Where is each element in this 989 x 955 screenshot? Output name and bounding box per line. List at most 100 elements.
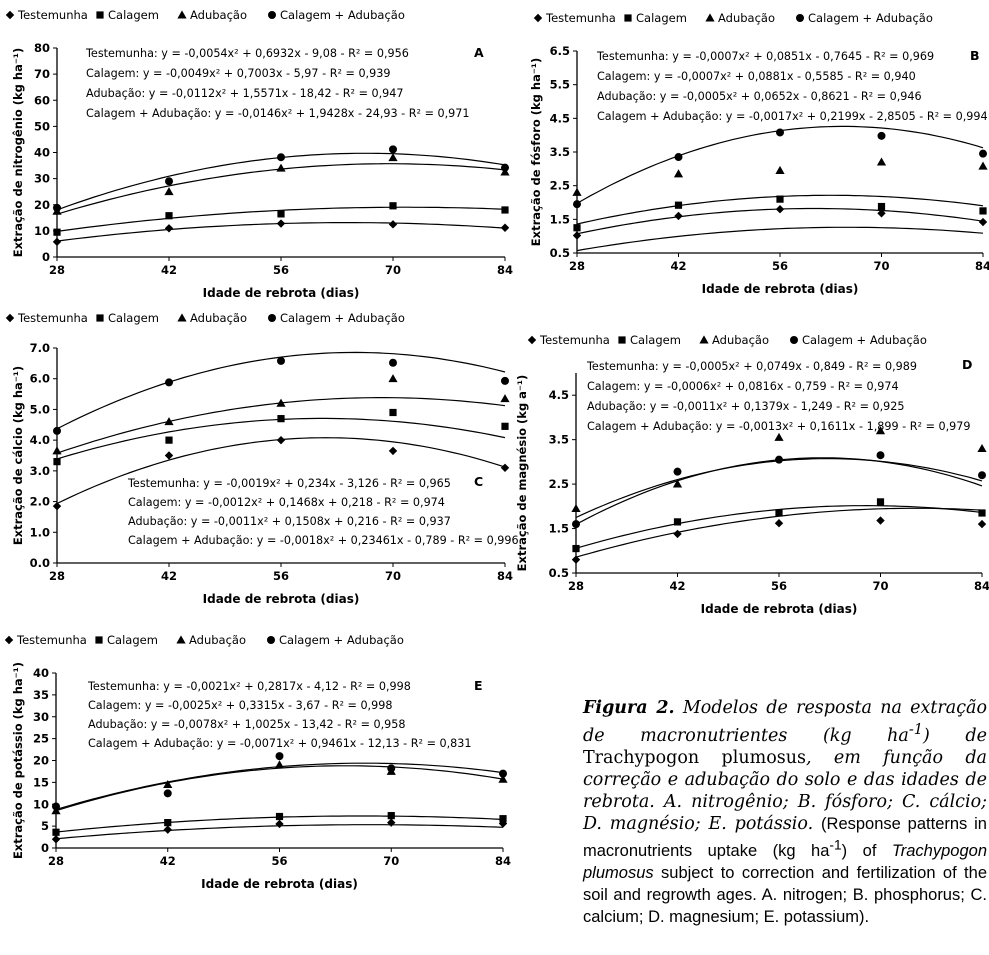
panel-letter: A (474, 45, 484, 60)
data-point-calagem-adubacao (876, 451, 885, 460)
legend-marker-adubacao (699, 335, 709, 344)
y-tick-label: 30 (34, 172, 50, 186)
data-point-adubacao (276, 398, 286, 407)
data-point-testemunha (978, 217, 988, 227)
legend-label-calagem-adubacao: Calagem + Adubação (279, 633, 404, 647)
data-point-testemunha (673, 529, 682, 539)
y-tick-label: 10 (34, 224, 50, 238)
data-point-calagem (674, 201, 683, 209)
chart-panel-e: 0 5 10 15 20 25 30 35 40 28 42 56 70 84 Idade de rebro… (4, 633, 511, 891)
y-tick-label: 3.0 (30, 464, 50, 478)
data-point-calagem (387, 812, 395, 820)
x-tick-label: 70 (872, 579, 888, 593)
equation-calagem-adubacao: Calagem + Adubação: y = -0,0146x² + 1,94… (86, 107, 470, 120)
x-tick-label: 84 (495, 854, 511, 868)
data-point-calagem-adubacao (53, 203, 61, 212)
data-point-testemunha (276, 435, 286, 445)
equation-testemunha: Testemunha: y = -0,0007x² + 0,0851x - 0,… (596, 50, 934, 63)
data-point-adubacao (163, 779, 173, 789)
y-tick-label: 60 (34, 93, 50, 107)
data-point-calagem (673, 518, 682, 526)
data-point-calagem-adubacao (52, 802, 60, 811)
legend-marker-testemunha (533, 13, 543, 23)
y-tick-label: 25 (33, 732, 49, 746)
data-point-calagem (53, 458, 61, 466)
data-point-calagem (877, 202, 886, 211)
data-point-testemunha (977, 519, 987, 529)
legend-marker-adubacao (705, 13, 715, 22)
data-point-calagem-adubacao (165, 378, 173, 387)
y-axis-label: Extração de magnésio (kg a⁻¹) (515, 375, 529, 572)
x-tick-label: 56 (772, 259, 788, 273)
y-tick-label: 7.0 (30, 341, 50, 355)
data-point-calagem-adubacao (277, 153, 285, 162)
y-tick-label: 40 (34, 146, 50, 160)
y-tick-label: 4.0 (30, 433, 50, 447)
data-point-calagem (389, 408, 397, 417)
y-axis-label: Extração de nitrogênio (kg ha⁻¹) (11, 48, 25, 257)
y-axis-label: Extração de cálcio (kg ha⁻¹) (11, 366, 25, 545)
data-point-calagem-adubacao (165, 177, 173, 186)
x-tick-label: 70 (385, 263, 401, 277)
legend-marker-calagem-adubacao (790, 336, 798, 344)
legend-label-calagem-adubacao: Calagem + Adubação (802, 333, 927, 347)
y-tick-label: 2.5 (550, 179, 570, 193)
legend-label-adubacao: Adubação (712, 333, 769, 347)
x-tick-label: 42 (161, 263, 177, 277)
data-point-testemunha (571, 555, 581, 564)
legend-marker-calagem (624, 14, 632, 22)
equation-calagem-adubacao: Calagem + Adubação: y = -0,0018x² + 0,23… (128, 534, 519, 547)
y-tick-label: 0.5 (550, 246, 570, 260)
data-point-adubacao (672, 479, 683, 488)
x-tick-label: 84 (974, 579, 989, 593)
caption-text-mid: ) de (923, 725, 987, 746)
trendline-adubacao (576, 226, 984, 252)
equation-testemunha: Testemunha: y = -0,0021x² + 0,2817x - 4,… (87, 680, 411, 693)
data-point-testemunha (775, 205, 785, 214)
y-tick-label: 20 (33, 754, 49, 768)
equation-testemunha: Testemunha: y = -0,0054x² + 0,6932x - 9,… (85, 47, 409, 60)
data-point-adubacao (775, 165, 785, 174)
data-point-calagem (165, 212, 173, 220)
data-point-testemunha (164, 451, 174, 460)
legend-label-testemunha: Testemunha (17, 311, 88, 325)
equation-calagem: Calagem: y = -0,0049x² + 0,7003x - 5,97 … (86, 67, 390, 80)
equation-adubacao: Adubação: y = -0,0112x² + 1,5571x - 18,4… (86, 87, 404, 100)
x-tick-label: 56 (273, 569, 289, 583)
data-point-calagem (277, 415, 285, 423)
data-point-calagem-adubacao (163, 789, 172, 798)
y-tick-label: 1.5 (550, 212, 570, 226)
y-tick-label: 3.5 (549, 433, 569, 447)
data-point-adubacao (52, 446, 62, 455)
x-axis-label: Idade de rebrota (dias) (201, 877, 358, 891)
data-point-testemunha (674, 211, 683, 221)
y-axis-label: Extração de fósforo (kg ha⁻¹) (529, 58, 543, 246)
y-axis-label: Extração de potássio (kg ha⁻¹) (11, 662, 25, 859)
data-point-calagem-adubacao (776, 128, 784, 137)
data-point-calagem (876, 498, 885, 506)
data-point-adubacao (500, 394, 510, 403)
data-point-calagem-adubacao (978, 471, 986, 480)
data-point-testemunha (500, 223, 510, 232)
equation-adubacao: Adubação: y = -0,0078x² + 1,0025x - 13,4… (88, 718, 406, 731)
data-point-calagem (52, 828, 60, 836)
y-tick-label: 0.5 (549, 566, 569, 580)
data-point-calagem-adubacao (53, 426, 61, 435)
legend-marker-testemunha (4, 635, 14, 645)
data-point-testemunha (388, 220, 398, 229)
y-tick-label: 20 (34, 198, 50, 212)
legend-marker-calagem (96, 314, 104, 322)
chart-panel-b: 0.5 1.5 2.5 3.5 4.5 5.5 6.5 28 42 56 70 84 Idade de … (529, 11, 989, 296)
figure-caption: Figura 2. Modelos de resposta na extraçã… (583, 697, 987, 928)
y-tick-label: 10 (33, 797, 49, 811)
equation-testemunha: Testemunha: y = -0,0019x² + 0,234x - 3,1… (127, 477, 451, 490)
data-point-testemunha (388, 446, 398, 456)
data-point-calagem-adubacao (499, 769, 507, 778)
y-tick-label: 6.5 (550, 44, 570, 58)
data-point-calagem (164, 819, 172, 827)
equation-adubacao: Adubação: y = -0,0005x² + 0,0652x - 0,86… (597, 90, 922, 103)
data-point-calagem (165, 436, 173, 444)
data-point-calagem-adubacao (673, 467, 682, 476)
data-point-testemunha (275, 819, 284, 829)
y-tick-label: 0 (42, 250, 50, 264)
